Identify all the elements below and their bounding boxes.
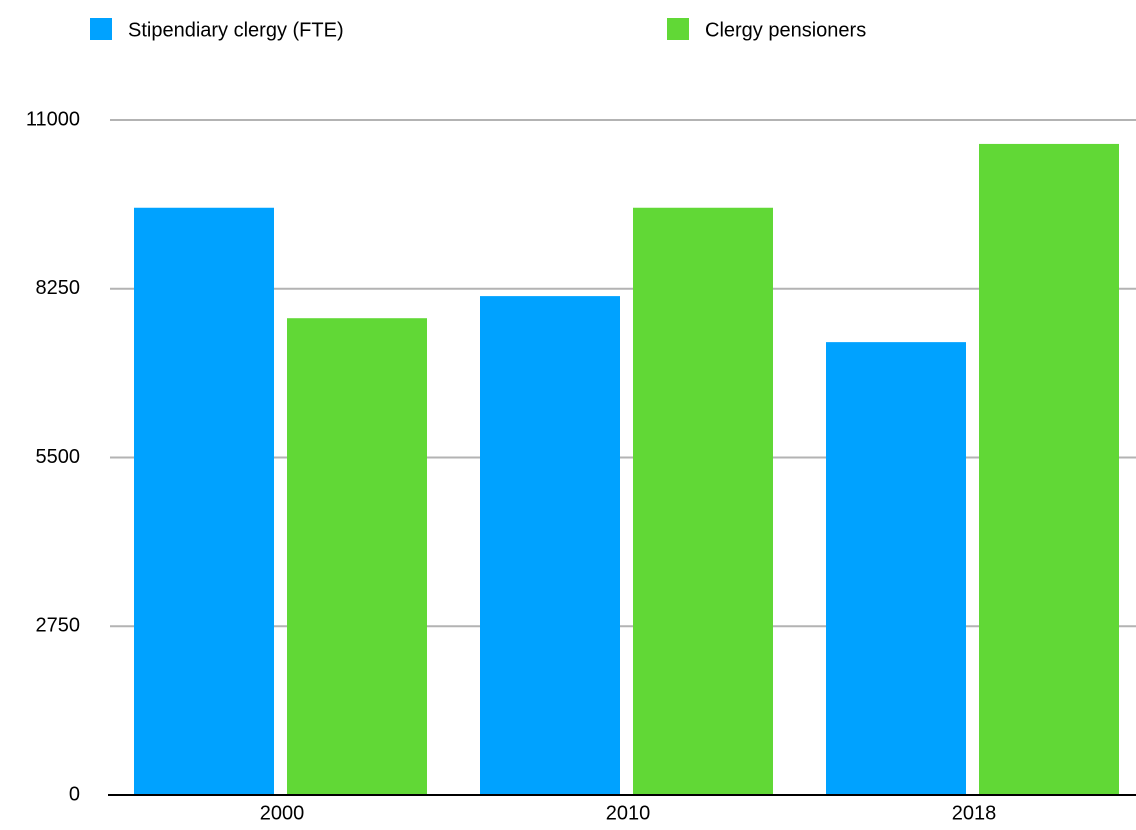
- bar: [480, 296, 620, 795]
- bar: [134, 207, 274, 795]
- bar: [287, 318, 427, 795]
- legend-label: Clergy pensioners: [705, 19, 866, 41]
- legend-swatch: [90, 18, 112, 40]
- bar: [633, 207, 773, 795]
- y-tick-label: 0: [69, 783, 80, 805]
- bar: [979, 143, 1119, 795]
- bar: [826, 342, 966, 795]
- y-tick-label: 5500: [36, 446, 81, 468]
- y-tick-label: 8250: [36, 277, 81, 299]
- x-tick-label: 2018: [952, 802, 997, 824]
- legend-swatch: [667, 18, 689, 40]
- x-tick-label: 2000: [260, 802, 305, 824]
- y-tick-label: 2750: [36, 615, 81, 637]
- y-tick-label: 11000: [26, 108, 80, 130]
- x-tick-label: 2010: [606, 802, 651, 824]
- legend-label: Stipendiary clergy (FTE): [128, 19, 344, 41]
